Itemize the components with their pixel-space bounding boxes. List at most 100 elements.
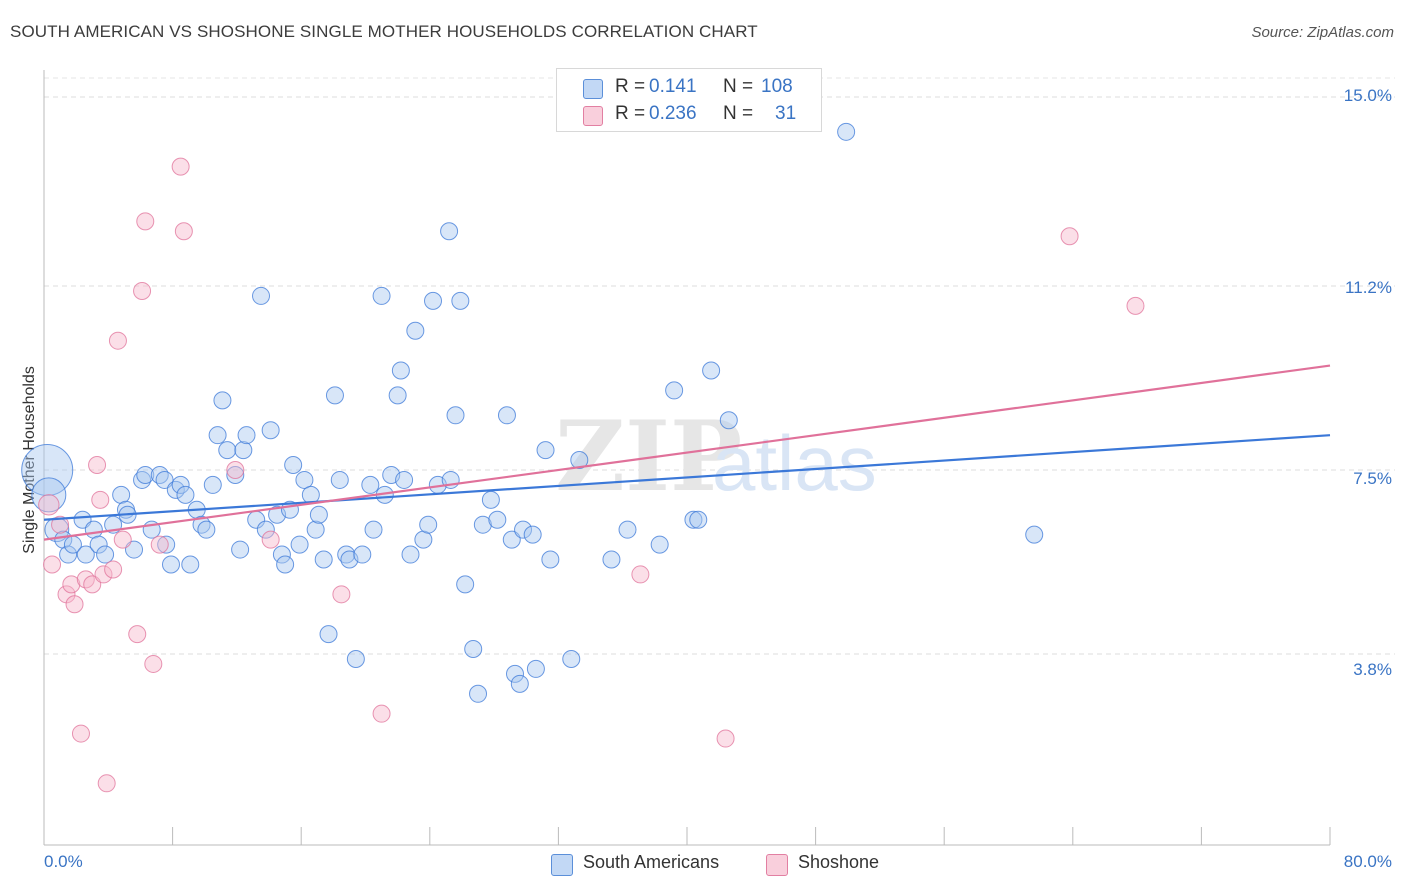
south-american-point [505,664,524,683]
south-american-point [203,475,222,494]
south-american-point [346,649,365,668]
shoshone-point [150,535,169,554]
south-american-point [314,550,333,569]
south-american-point [237,426,256,445]
legend-n-value: 31 [775,103,797,124]
shoshone-point [65,595,84,614]
south-american-point [414,530,433,549]
south-american-point [541,550,560,569]
south-american-point [157,535,176,554]
source-label: Source: ZipAtlas.com [1251,24,1394,41]
south-american-point [181,555,200,574]
shoshone-point [631,565,650,584]
south-american-point [234,441,253,460]
y-tick-label: 15.0% [1343,86,1392,105]
shoshone-point [91,490,110,509]
south-american-point [325,386,344,405]
legend-series-name: Shoshone [798,852,880,872]
shoshone-point [97,774,116,793]
south-american-point [406,321,425,340]
y-tick-label: 3.8% [1353,660,1392,679]
shoshone-point [1060,227,1079,246]
south-american-trendline [43,434,1331,521]
south-american-point [497,406,516,425]
south-american-point [272,545,291,564]
y-tick-label: 7.5% [1353,469,1392,488]
south-american-point [502,530,521,549]
south-american-point [192,515,211,534]
south-american-point [419,515,438,534]
south-american-point [261,421,280,440]
south-american-point [719,411,738,430]
south-american-point [306,520,325,539]
shoshone-point [104,560,123,579]
shoshone-point [1126,296,1145,315]
shoshone-point [88,456,107,475]
shoshone-point [133,281,152,300]
south-american-point [166,480,185,499]
south-american-point [252,286,271,305]
south-american-point [665,381,684,400]
south-american-point [424,291,443,310]
shoshone-point [113,530,132,549]
south-american-point [197,520,216,539]
south-american-point [456,575,475,594]
shoshone-point [83,575,102,594]
south-american-point [44,517,70,543]
south-american-point [536,441,555,460]
shoshone-point [716,729,735,748]
south-american-point [469,684,488,703]
legend-swatch-blue [583,79,603,99]
shoshone-point [136,212,155,231]
legend-swatch-blue [551,854,573,876]
shoshone-point [128,625,147,644]
shoshone-point [51,515,70,534]
shoshone-point [43,555,62,574]
south-american-point [96,545,115,564]
south-american-point [446,406,465,425]
south-american-point [388,386,407,405]
x-tick-label-max: 80.0% [1343,852,1392,871]
south-american-point [391,361,410,380]
shoshone-point [62,575,81,594]
legend-r-label: R = [615,103,646,124]
south-american-point [488,510,507,529]
south-american-point [319,625,338,644]
shoshone-point [94,565,113,584]
south-american-point [284,456,303,475]
south-american-point [73,510,92,529]
south-american-point [161,555,180,574]
shoshone-point [38,494,60,516]
south-american-point [125,540,144,559]
series-legend: South Americans Shoshone [0,852,1406,876]
watermark-zip: ZIP [555,400,742,513]
south-american-point [602,550,621,569]
legend-swatch-pink [583,106,603,126]
south-american-point [256,520,275,539]
south-american-point [684,510,703,529]
south-american-point [562,649,581,668]
south-american-point [451,291,470,310]
legend-r-label: R = [615,76,646,97]
south-american-point [171,475,190,494]
south-american-point [155,470,174,489]
south-american-point [361,475,380,494]
south-american-point [226,465,245,484]
legend-series-name: South Americans [583,852,720,872]
legend-n-value: 108 [761,76,793,97]
legend-n-label: N = [723,76,754,97]
south-american-point [1025,525,1044,544]
legend-swatch-pink [766,854,788,876]
y-tick-label: 11.2% [1345,278,1392,297]
south-american-point [208,426,227,445]
south-american-point [21,443,74,496]
south-american-point [837,122,856,141]
south-american-point [213,391,232,410]
chart-title: SOUTH AMERICAN VS SHOSHONE SINGLE MOTHER… [10,22,758,41]
shoshone-point [171,157,190,176]
shoshone-point [372,704,391,723]
south-american-point [689,510,708,529]
south-american-point [526,659,545,678]
south-american-point [523,525,542,544]
south-american-point [372,286,391,305]
